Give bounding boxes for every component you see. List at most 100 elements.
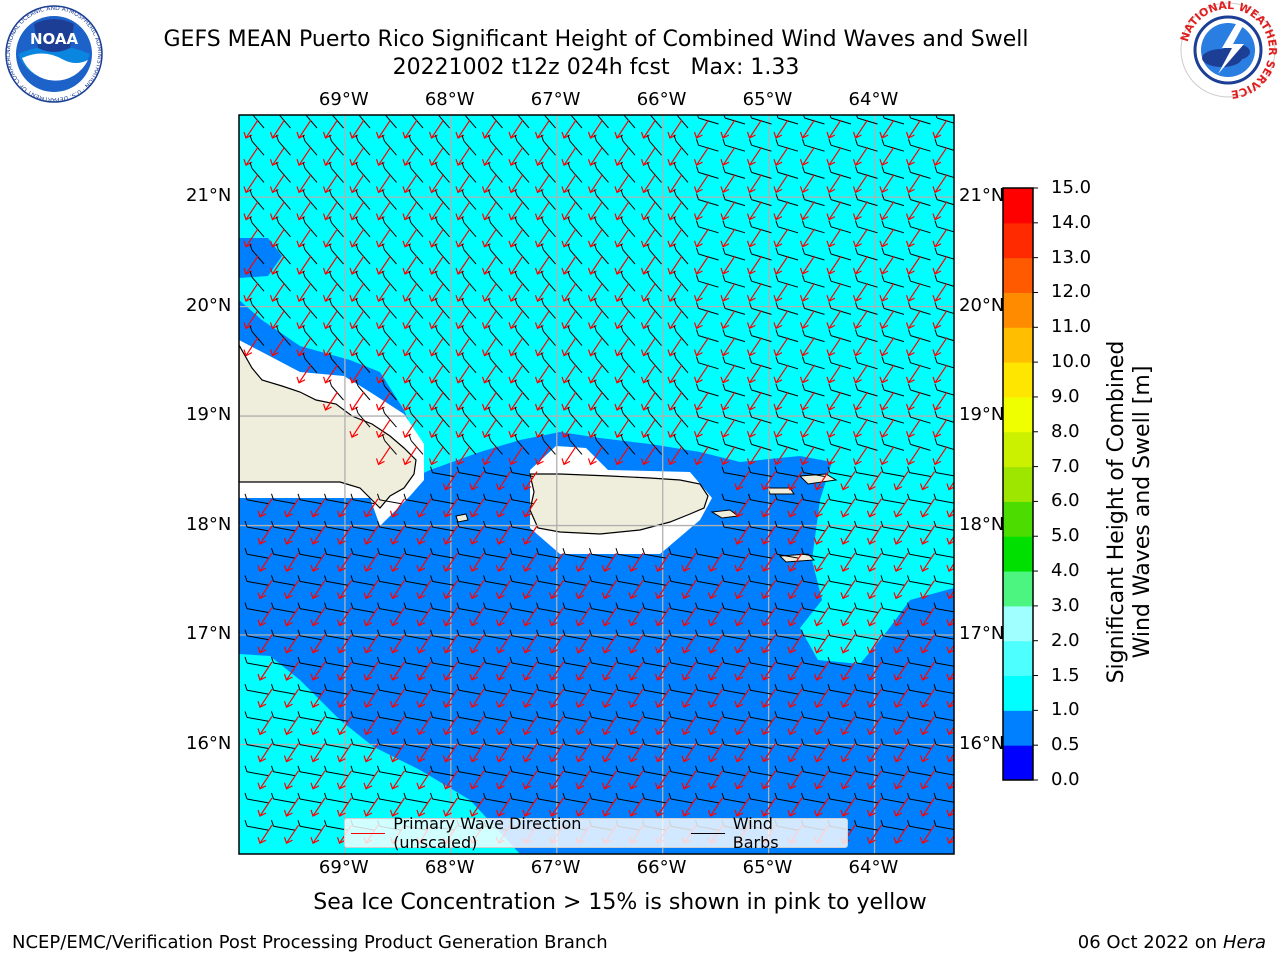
- wind-barb-flag: [722, 302, 726, 309]
- wave-arrow: [869, 552, 882, 572]
- wind-barb-flag: [749, 302, 752, 309]
- wave-arrow-head: [681, 701, 691, 709]
- wind-barb: [856, 744, 879, 750]
- wave-arrow: [763, 770, 776, 790]
- wave-arrow: [259, 770, 273, 790]
- wind-barb-flag: [277, 108, 279, 114]
- wave-arrow-head: [654, 755, 664, 763]
- wave-arrow-head: [866, 701, 876, 709]
- wind-barb-flag: [483, 792, 486, 800]
- wave-arrow-head: [932, 295, 942, 303]
- wind-barb: [670, 744, 694, 750]
- wave-arrow: [616, 310, 630, 329]
- wave-arrow-head: [428, 458, 438, 466]
- wave-arrow-head: [336, 646, 346, 654]
- wind-barb-flag: [324, 493, 327, 500]
- wave-arrow: [948, 508, 954, 518]
- wind-barb-flag: [355, 189, 359, 196]
- wave-arrow: [378, 201, 391, 220]
- wave-arrow-head: [720, 376, 730, 384]
- wave-arrow-head: [826, 403, 836, 411]
- wave-arrow: [510, 174, 524, 193]
- wave-arrow: [855, 228, 868, 248]
- wind-barb: [803, 553, 826, 559]
- wave-arrow-head: [469, 483, 479, 491]
- wave-arrow: [471, 634, 485, 654]
- wind-barb-flag: [403, 711, 407, 718]
- wave-arrow: [696, 364, 709, 384]
- wave-arrow: [749, 174, 762, 193]
- wave-arrow: [590, 418, 603, 438]
- wave-arrow: [312, 797, 326, 817]
- wind-barb: [882, 716, 906, 722]
- wave-arrow-head: [416, 782, 426, 790]
- hispaniola-land: [239, 343, 417, 509]
- wave-arrow-head: [336, 755, 346, 763]
- wind-barb: [564, 662, 588, 668]
- wind-barb-flag: [509, 493, 513, 500]
- wave-arrow: [922, 634, 935, 654]
- wave-arrow: [643, 119, 656, 139]
- wind-barb-flag: [509, 520, 513, 528]
- wave-arrow: [816, 498, 829, 518]
- wind-barb-flag: [456, 575, 460, 582]
- wind-barb-flag: [541, 135, 544, 142]
- wave-arrow: [378, 119, 391, 139]
- wind-barb: [273, 771, 296, 777]
- wind-barb-flag: [324, 520, 327, 528]
- wind-barb-flag: [722, 383, 726, 391]
- wave-arrow: [816, 607, 829, 626]
- wind-barb: [564, 744, 588, 750]
- wind-barb-flag: [430, 602, 433, 609]
- wind-barb: [776, 499, 800, 505]
- wave-arrow-head: [760, 728, 770, 736]
- wind-barb-flag: [302, 271, 306, 278]
- wind-barb: [538, 553, 561, 559]
- wind-barb-flag: [801, 520, 804, 528]
- wave-arrow-head: [852, 403, 862, 411]
- wave-arrow-head: [375, 458, 385, 466]
- wind-barb-flag: [934, 302, 938, 309]
- wind-barb-flag: [721, 629, 725, 636]
- wave-arrow-head: [826, 240, 836, 248]
- wave-arrow-head: [455, 458, 465, 466]
- wave-arrow-head: [522, 701, 532, 709]
- wave-arrow-head: [495, 592, 505, 600]
- wave-arrow-head: [905, 403, 915, 411]
- wave-arrow: [537, 228, 550, 248]
- wave-arrow: [471, 471, 485, 490]
- wind-barb-flag: [509, 765, 513, 772]
- wave-arrow-head: [799, 159, 809, 167]
- wind-barb-flag: [514, 271, 518, 278]
- wave-arrow-head: [879, 267, 889, 275]
- map-frame: [238, 114, 955, 855]
- wave-arrow: [365, 525, 379, 545]
- small-island: [767, 487, 795, 495]
- wind-barb-flag: [881, 247, 885, 255]
- wind-barb-flag: [461, 325, 465, 332]
- colorbar-tick-label: 6.0: [1051, 490, 1080, 512]
- wave-arrow: [563, 146, 577, 166]
- wind-barb-flag: [324, 738, 327, 745]
- wind-barb: [803, 499, 826, 505]
- wave-arrow: [855, 174, 868, 193]
- wind-barb-flag: [589, 548, 592, 555]
- wind-barb-flag: [435, 298, 438, 305]
- wind-barb-flag: [696, 356, 699, 363]
- wave-arrow: [590, 282, 603, 302]
- wave-arrow: [749, 391, 762, 411]
- wave-arrow: [881, 391, 895, 411]
- wave-arrow: [498, 797, 511, 817]
- wind-barb-flag: [748, 792, 751, 800]
- wind-barb-flag: [642, 738, 645, 745]
- wave-arrow: [524, 498, 538, 518]
- wave-arrow: [816, 634, 829, 654]
- wave-arrow-head: [707, 809, 717, 817]
- wind-barb: [803, 744, 826, 750]
- wind-barb-flag: [855, 329, 858, 336]
- wind-barb-flag: [594, 352, 597, 359]
- wind-barb: [299, 716, 323, 722]
- wind-barb-flag: [324, 792, 327, 800]
- wind-barb: [326, 744, 349, 750]
- wind-barb-flag: [827, 602, 831, 609]
